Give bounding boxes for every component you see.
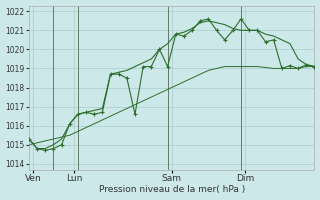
X-axis label: Pression niveau de la mer( hPa ): Pression niveau de la mer( hPa ) — [99, 185, 245, 194]
